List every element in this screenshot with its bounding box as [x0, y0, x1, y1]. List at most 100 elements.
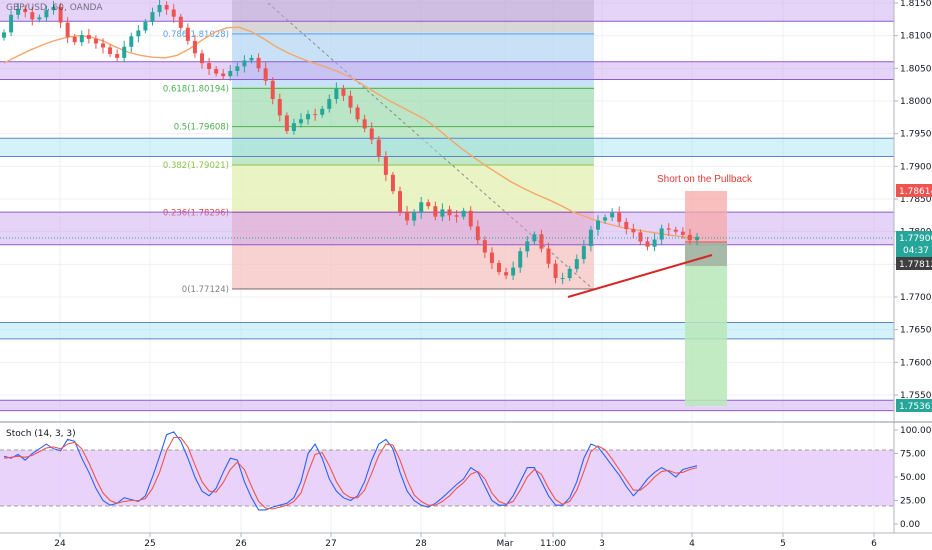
candle: [242, 55, 247, 73]
candle: [101, 38, 105, 54]
time-axis-ticks[interactable]: 24 25 26 27 28 Mar 11:00 3 4 5 6: [54, 533, 877, 549]
short-position-tool[interactable]: [685, 191, 727, 406]
fib-zone-0: [232, 213, 594, 290]
svg-text:75.00: 75.00: [900, 450, 926, 460]
svg-text:3: 3: [599, 539, 605, 549]
zone-cyan-2[interactable]: [0, 137, 894, 158]
price-tick: 1.80000: [894, 97, 932, 107]
sr-zones[interactable]: [0, 0, 894, 412]
stoch-band: [0, 450, 894, 506]
candle: [37, 14, 42, 23]
zone-cyan-4[interactable]: [0, 321, 894, 340]
svg-text:1.77000: 1.77000: [900, 293, 932, 303]
stoch-tick: 100.00: [894, 426, 932, 436]
price-tag-target: 1.75363: [896, 399, 932, 412]
candle: [16, 2, 21, 20]
ascending-trendline[interactable]: [567, 254, 713, 298]
candle: [376, 135, 381, 162]
candle: [164, 1, 169, 15]
fib-level-5: 0(1.77124): [182, 285, 594, 295]
stoch-d-line: [3, 436, 698, 510]
zone-purple-0[interactable]: [0, 0, 894, 22]
candle: [235, 62, 240, 77]
stoch-legend[interactable]: Stoch (14, 3, 3): [6, 429, 76, 439]
svg-text:1.77812: 1.77812: [899, 260, 932, 270]
fib-label: 0.382(1.79021): [163, 161, 229, 171]
fib-level-1: 0.618(1.80194): [163, 84, 594, 94]
time-tick: 3: [599, 533, 605, 549]
zone-purple-5[interactable]: [0, 399, 894, 412]
svg-text:1.78614: 1.78614: [899, 187, 932, 197]
stoch-tick: 0.00: [894, 520, 920, 530]
svg-text:1.79500: 1.79500: [900, 130, 932, 140]
candle: [263, 62, 268, 86]
svg-text:25.00: 25.00: [900, 497, 926, 507]
candle: [320, 105, 325, 118]
candle: [695, 233, 699, 246]
candle: [341, 84, 346, 102]
time-tick: 27: [325, 533, 337, 549]
candle: [511, 261, 516, 280]
candle: [596, 215, 600, 236]
candle: [284, 112, 289, 134]
candle: [93, 35, 98, 49]
candle: [468, 206, 473, 231]
candle: [207, 57, 212, 76]
candle: [390, 171, 395, 195]
price-tick: 1.76000: [894, 358, 932, 368]
stoch-axis-ticks: 100.00 75.00 50.00 25.00 0.00: [894, 426, 932, 530]
candle: [115, 49, 120, 62]
candle: [405, 205, 410, 226]
candle: [659, 224, 664, 245]
stoch-tick: 75.00: [894, 450, 926, 460]
svg-text:1.81500: 1.81500: [900, 0, 932, 9]
candle: [631, 223, 636, 239]
candle: [398, 186, 402, 216]
zone-purple-3[interactable]: [0, 211, 894, 246]
candle: [171, 4, 176, 23]
svg-text:11:00: 11:00: [540, 539, 566, 549]
candle: [150, 7, 155, 26]
svg-text:1.76500: 1.76500: [900, 326, 932, 336]
fib-label: 0(1.77124): [182, 285, 229, 295]
target-zone: [685, 242, 727, 406]
fib-zone-0382: [232, 126, 594, 165]
price-axis[interactable]: [894, 0, 932, 421]
candle: [228, 64, 233, 81]
fib-level-lines: 0.786(1.81028) 0.618(1.80194) 0.5(1.79608)…: [163, 30, 594, 295]
candle: [482, 236, 487, 258]
svg-text:1.80500: 1.80500: [900, 64, 932, 74]
candle: [673, 226, 678, 235]
fib-label: 0.786(1.81028): [163, 30, 229, 40]
price-tick: 1.78500: [894, 195, 932, 205]
candle: [362, 114, 367, 133]
candle: [136, 25, 141, 43]
svg-text:5: 5: [780, 539, 786, 549]
candle: [327, 94, 332, 113]
zone-purple-1[interactable]: [0, 61, 894, 80]
candle: [489, 247, 494, 270]
svg-text:25: 25: [144, 539, 155, 549]
candle: [192, 34, 197, 58]
fib-retracement[interactable]: 0.786(1.81028) 0.618(1.80194) 0.5(1.79608)…: [163, 0, 595, 295]
candle: [313, 108, 318, 121]
symbol-legend[interactable]: GBP/USD, 60, OANDA: [6, 3, 103, 13]
candle: [348, 90, 353, 114]
stoch-tick: 50.00: [894, 473, 926, 483]
candle: [461, 207, 466, 220]
price-tag-stop: 1.78614: [896, 184, 932, 197]
candle: [249, 54, 254, 64]
stop-zone: [685, 191, 727, 242]
candle: [2, 29, 6, 41]
svg-text:6: 6: [871, 539, 877, 549]
candle: [610, 208, 615, 222]
candle: [553, 259, 558, 284]
price-tick: 1.79500: [894, 130, 932, 140]
svg-text:26: 26: [235, 539, 247, 549]
candle: [58, 3, 63, 28]
trade-annotation[interactable]: Short on the Pullback: [657, 174, 753, 185]
candle: [291, 118, 296, 135]
